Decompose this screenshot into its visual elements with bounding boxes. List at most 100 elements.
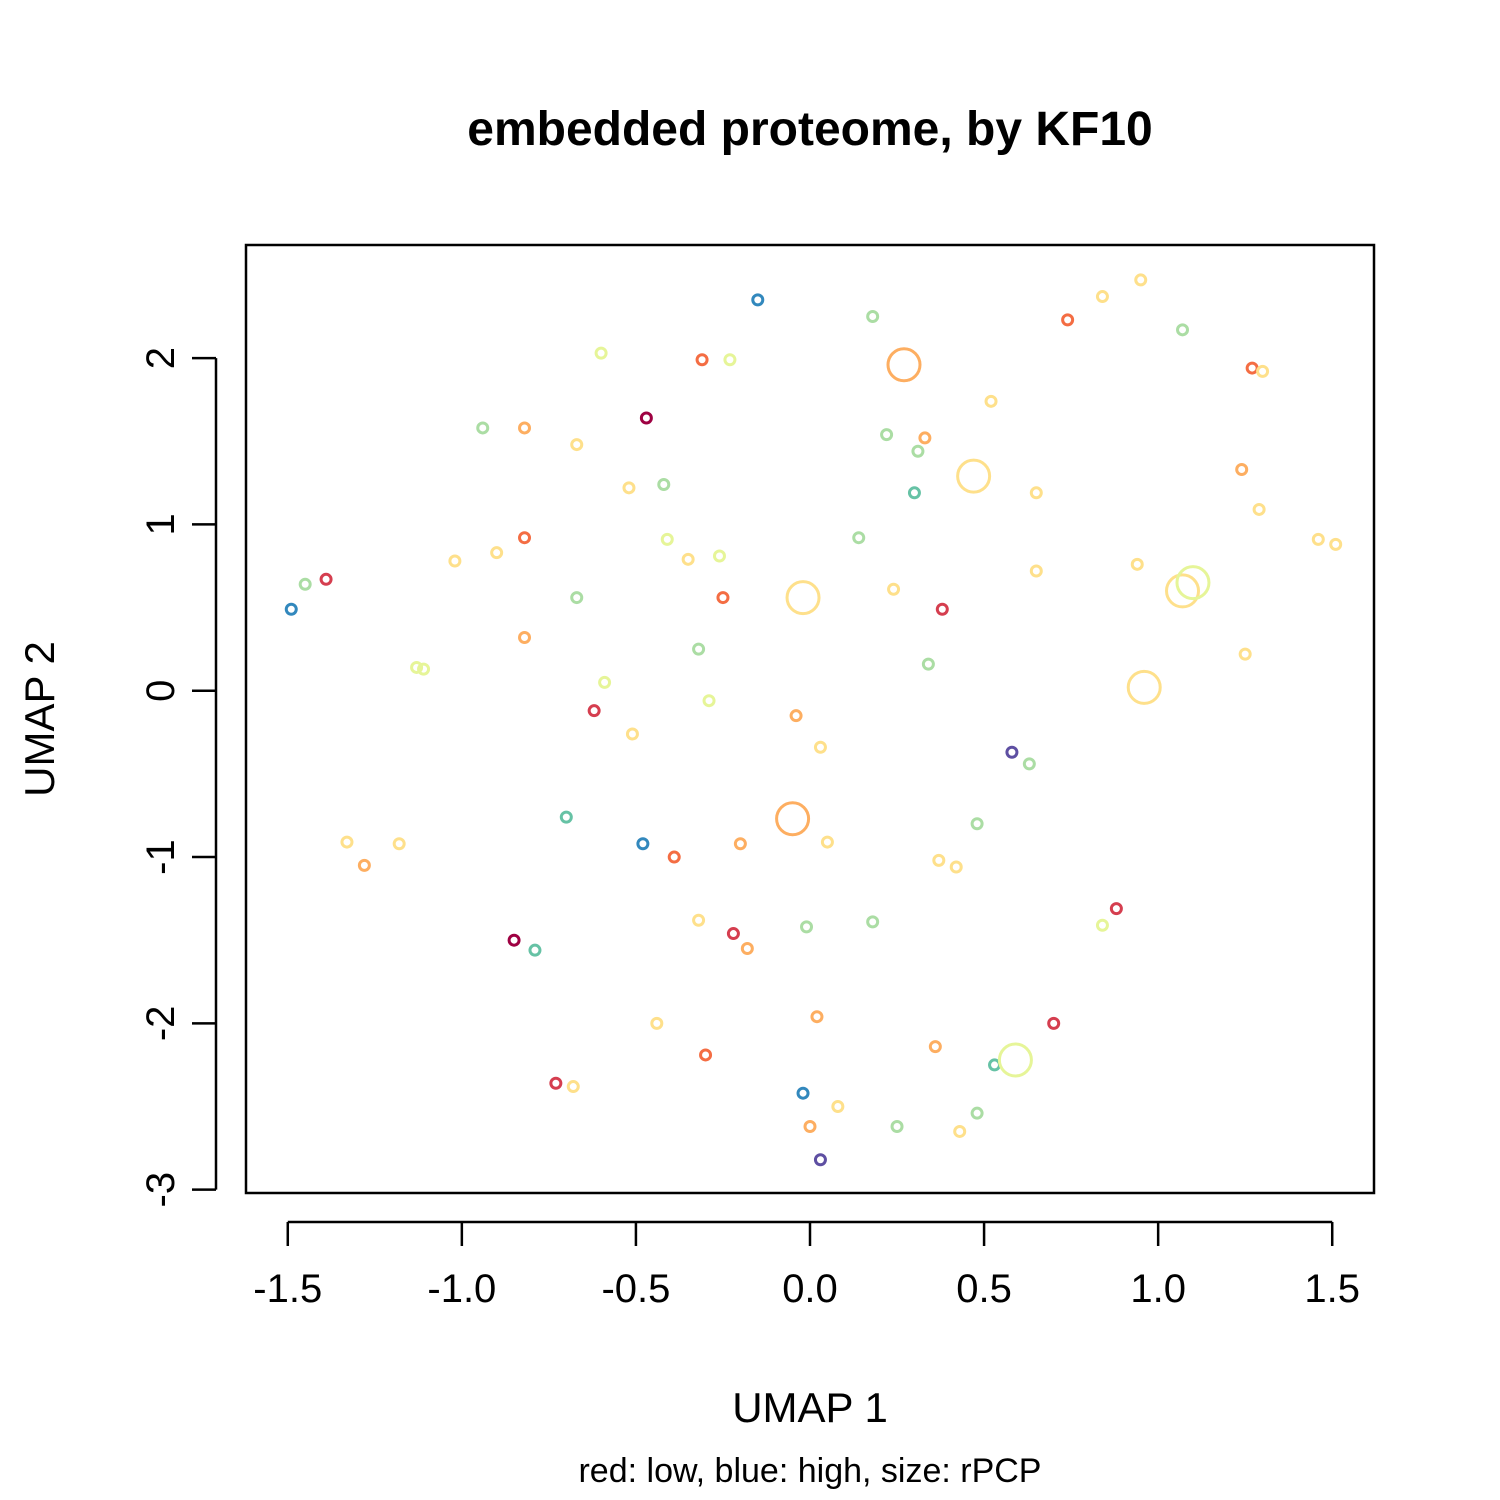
data-point: [410, 660, 424, 674]
data-point: [1245, 361, 1259, 375]
data-point: [1029, 486, 1043, 500]
data-point: [357, 858, 371, 872]
data-point: [789, 709, 803, 723]
data-point: [1109, 902, 1123, 916]
data-point: [622, 481, 636, 495]
data-point: [518, 631, 532, 645]
x-tick-label: 1.0: [1130, 1267, 1186, 1311]
data-point: [751, 293, 765, 307]
y-tick-label: 2: [139, 347, 183, 369]
data-point: [1329, 537, 1343, 551]
data-point: [775, 801, 811, 837]
data-point: [392, 837, 406, 851]
y-tick-label: 1: [139, 513, 183, 535]
data-point: [1130, 557, 1144, 571]
data-point: [953, 1124, 967, 1138]
data-point: [518, 531, 532, 545]
data-point: [417, 662, 431, 676]
y-tick-label: -1: [139, 839, 183, 875]
data-point: [692, 642, 706, 656]
data-point: [1029, 564, 1043, 578]
data-point: [284, 602, 298, 616]
data-point: [796, 1086, 810, 1100]
x-tick-label: 1.5: [1304, 1267, 1360, 1311]
data-point: [820, 835, 834, 849]
data-point: [813, 740, 827, 754]
data-point: [740, 942, 754, 956]
data-point: [813, 1153, 827, 1167]
data-point: [810, 1010, 824, 1024]
data-point: [887, 582, 901, 596]
data-point: [507, 933, 521, 947]
data-point: [490, 546, 504, 560]
data-point: [1238, 647, 1252, 661]
data-point: [639, 411, 653, 425]
data-point: [1005, 745, 1019, 759]
data-point: [918, 431, 932, 445]
data-point: [726, 927, 740, 941]
data-point: [997, 1042, 1033, 1078]
data-point: [1095, 290, 1109, 304]
data-point: [695, 353, 709, 367]
data-point: [1134, 273, 1148, 287]
y-tick-label: -2: [139, 1006, 183, 1042]
data-point: [733, 837, 747, 851]
data-point: [660, 532, 674, 546]
data-point: [587, 704, 601, 718]
data-point: [570, 591, 584, 605]
y-axis: -3 -2 -1 0 1 2: [139, 347, 218, 1207]
data-point: [692, 913, 706, 927]
data-point: [528, 943, 542, 957]
x-tick-label: -1.0: [427, 1267, 496, 1311]
data-points: [284, 273, 1343, 1167]
data-point: [932, 853, 946, 867]
data-point: [970, 817, 984, 831]
data-point: [625, 727, 639, 741]
data-point: [880, 428, 894, 442]
data-point: [298, 577, 312, 591]
data-point: [1022, 757, 1036, 771]
data-point: [803, 1119, 817, 1133]
data-point: [598, 675, 612, 689]
x-axis: -1.5 -1.0 -0.5 0.0 0.5 1.0 1.5: [253, 1220, 1360, 1311]
data-point: [566, 1080, 580, 1094]
data-point: [984, 394, 998, 408]
data-point: [949, 860, 963, 874]
data-point: [1176, 323, 1190, 337]
data-point: [549, 1076, 563, 1090]
data-point: [886, 347, 922, 383]
data-point: [1126, 669, 1162, 705]
data-point: [956, 458, 992, 494]
data-point: [831, 1100, 845, 1114]
data-point: [890, 1119, 904, 1133]
data-point: [476, 421, 490, 435]
data-point: [1175, 565, 1211, 601]
data-point: [340, 835, 354, 849]
x-tick-label: 0.5: [956, 1267, 1012, 1311]
data-point: [712, 549, 726, 563]
data-point: [921, 657, 935, 671]
data-point: [699, 1048, 713, 1062]
data-point: [650, 1016, 664, 1030]
chart-title: embedded proteome, by KF10: [467, 103, 1152, 156]
data-point: [1095, 918, 1109, 932]
data-point: [716, 591, 730, 605]
data-point: [1311, 532, 1325, 546]
data-point: [1047, 1016, 1061, 1030]
x-tick-label: -0.5: [601, 1267, 670, 1311]
x-tick-label: -1.5: [253, 1267, 322, 1311]
x-axis-label: UMAP 1: [732, 1384, 888, 1431]
data-point: [866, 310, 880, 324]
data-point: [1165, 573, 1201, 609]
plot-frame: [244, 243, 1376, 1195]
data-point: [911, 444, 925, 458]
data-point: [852, 531, 866, 545]
data-point: [1235, 463, 1249, 477]
data-point: [657, 477, 671, 491]
data-point: [518, 421, 532, 435]
chart-subtitle: red: low, blue: high, size: rPCP: [578, 1452, 1041, 1490]
data-point: [970, 1106, 984, 1120]
data-point: [681, 552, 695, 566]
data-point: [702, 694, 716, 708]
